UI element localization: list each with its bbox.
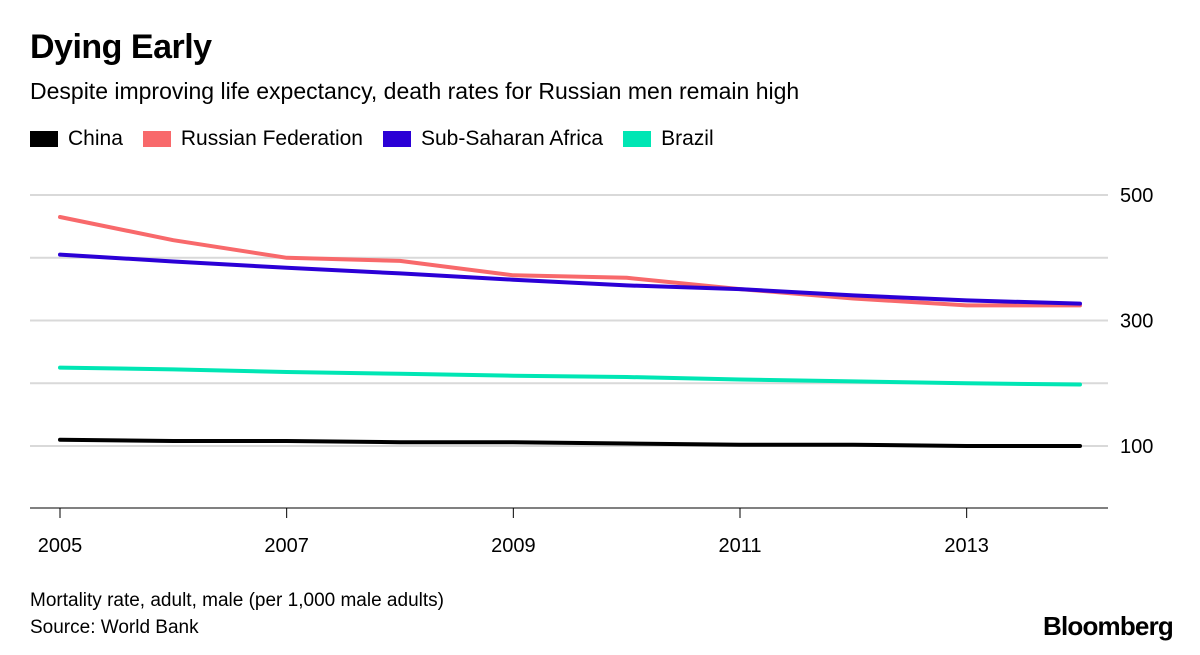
chart-title: Dying Early (30, 28, 212, 66)
legend-item-china: China (30, 127, 123, 151)
legend-item-sub-saharan-africa: Sub-Saharan Africa (382, 127, 604, 151)
x-tick-label-2005: 2005 (38, 535, 83, 557)
legend-label-brazil: Brazil (661, 127, 714, 150)
y-tick-label-100: 100 (1120, 436, 1153, 458)
y-tick-label-300: 300 (1120, 311, 1153, 333)
chart-footnote: Mortality rate, adult, male (per 1,000 m… (30, 590, 444, 611)
x-tick-label-2013: 2013 (944, 535, 989, 557)
legend-swatch-china (30, 131, 58, 147)
legend-label-china: China (68, 127, 123, 150)
y-tick-label-500: 500 (1120, 185, 1153, 207)
bloomberg-logo: Bloomberg (1042, 611, 1174, 641)
x-tick-label-2007: 2007 (264, 535, 309, 557)
series-line-brazil (58, 365, 1082, 387)
legend-label-sub-saharan-africa: Sub-Saharan Africa (420, 127, 604, 150)
series-line-china (58, 437, 1082, 448)
legend-label-russian-federation: Russian Federation (180, 127, 363, 150)
series-line-russian-federation (58, 215, 1082, 308)
chart-subtitle: Despite improving life expectancy, death… (30, 78, 800, 104)
legend-swatch-brazil (623, 131, 652, 147)
chart-source: Source: World Bank (30, 617, 199, 638)
legend-swatch-sub-saharan-africa (382, 131, 411, 147)
legend-swatch-russian-federation (142, 131, 171, 147)
x-tick-label-2011: 2011 (718, 535, 761, 557)
series-line-sub-saharan-africa (58, 252, 1082, 306)
legend: China Russian Federation Sub-Saharan Afr… (30, 127, 734, 151)
x-tick-label-2009: 2009 (491, 535, 536, 557)
legend-item-brazil: Brazil (623, 127, 714, 151)
legend-item-russian-federation: Russian Federation (142, 127, 363, 151)
